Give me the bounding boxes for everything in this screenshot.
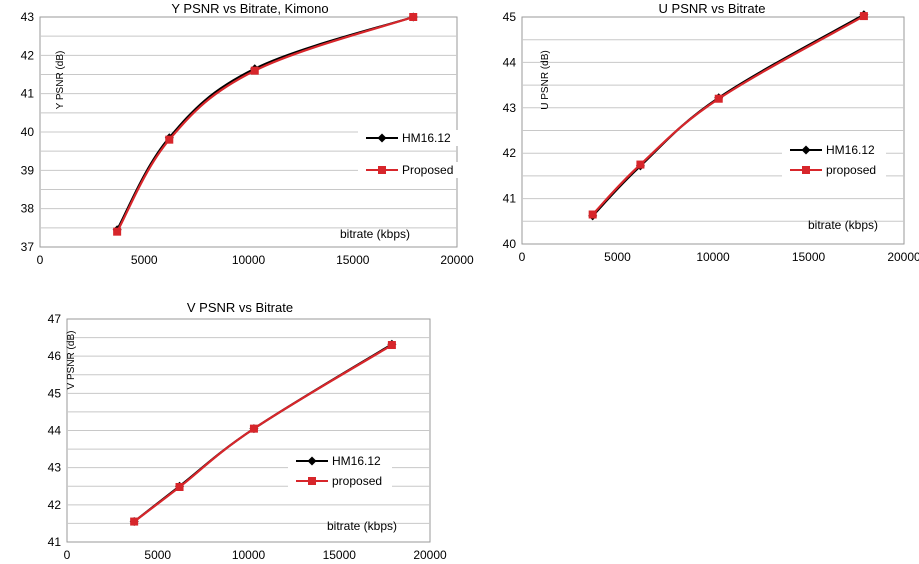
data-point-2 (409, 13, 418, 21)
x-tick-label: 20000 (887, 250, 919, 264)
data-point-2 (859, 12, 868, 21)
y-tick-label: 42 (503, 146, 517, 160)
legend-marker (378, 166, 386, 174)
series-line-1 (133, 343, 393, 523)
legend-marker (377, 133, 387, 143)
x-tick-label: 20000 (440, 253, 474, 267)
x-tick-label: 15000 (792, 250, 826, 264)
y-tick-label: 43 (48, 461, 62, 475)
x-tick-label: 5000 (131, 253, 158, 267)
series-line-1 (116, 15, 414, 231)
series-line-2 (591, 15, 865, 216)
legend-bg (358, 130, 462, 146)
data-point-2 (165, 135, 174, 144)
chart-title: V PSNR vs Bitrate (187, 300, 293, 315)
x-tick-label: 5000 (144, 548, 171, 562)
x-tick-label: 10000 (696, 250, 730, 264)
y-tick-label: 47 (48, 312, 62, 326)
legend-label: proposed (826, 163, 876, 177)
data-point-2 (588, 210, 597, 219)
chart-1: 37 38 39 40 41 42 43 0 5000 10000 15000 20000 Y PSNR… (21, 1, 474, 267)
x-tick-label: 10000 (232, 253, 266, 267)
legend-entry-2: Proposed (358, 162, 462, 178)
y-tick-label: 42 (21, 48, 35, 62)
data-point-2 (130, 517, 139, 526)
data-point-2 (249, 424, 258, 433)
data-point-2 (113, 227, 122, 236)
legend-bg (782, 142, 886, 158)
x-tick-label: 0 (64, 548, 71, 562)
x-tick-label: 0 (519, 250, 526, 264)
legend-bg (288, 453, 392, 469)
x-tick-label: 10000 (232, 548, 266, 562)
legend-label: proposed (332, 474, 382, 488)
y-tick-label: 37 (21, 240, 35, 254)
data-point-2 (387, 341, 396, 350)
legend-marker (307, 456, 317, 466)
legend-entry-2: proposed (288, 473, 392, 489)
chart-3: 41 42 43 44 45 46 47 0 5000 10000 15000 20000 V PSNR… (48, 300, 447, 562)
x-axis-label: bitrate (kbps) (327, 519, 397, 533)
data-point-2 (250, 66, 259, 75)
x-tick-label: 15000 (323, 548, 357, 562)
x-tick-label: 0 (37, 253, 44, 267)
x-axis-label: bitrate (kbps) (808, 218, 878, 232)
y-tick-label: 43 (21, 10, 35, 24)
legend-label: HM16.12 (826, 143, 875, 157)
y-tick-label: 44 (48, 424, 62, 438)
y-axis-label: Y PSNR (dB) (55, 51, 66, 110)
y-tick-label: 46 (48, 349, 62, 363)
legend-marker (802, 166, 810, 174)
chart-2: 40 41 42 43 44 45 0 5000 10000 15000 20000 U PSNR v… (503, 1, 919, 264)
legend-label: HM16.12 (402, 131, 451, 145)
y-tick-label: 44 (503, 55, 517, 69)
chart-title: Y PSNR vs Bitrate, Kimono (171, 1, 328, 16)
legend-label: HM16.12 (332, 454, 381, 468)
y-tick-label: 40 (503, 237, 517, 251)
series-line-1 (591, 13, 865, 217)
data-point-2 (714, 94, 723, 103)
chart-title: U PSNR vs Bitrate (659, 1, 766, 16)
y-tick-label: 41 (21, 87, 35, 101)
data-point-2 (636, 160, 645, 169)
y-tick-label: 43 (503, 101, 517, 115)
x-tick-label: 5000 (604, 250, 631, 264)
y-tick-label: 42 (48, 498, 62, 512)
y-tick-label: 40 (21, 125, 35, 139)
y-tick-label: 38 (21, 202, 35, 216)
series-line-2 (116, 15, 414, 233)
y-tick-label: 41 (503, 192, 517, 206)
data-point-2 (175, 482, 184, 491)
series-line-2 (133, 344, 393, 523)
x-axis-label: bitrate (kbps) (340, 227, 410, 241)
legend-entry-1: HM16.12 (288, 453, 392, 469)
legend-entry-2: proposed (782, 162, 886, 178)
legend-entry-1: HM16.12 (782, 142, 886, 158)
y-axis-label: V PSNR (dB) (66, 331, 77, 390)
legend-marker (308, 477, 316, 485)
legend-label: Proposed (402, 163, 453, 177)
y-tick-label: 45 (48, 386, 62, 400)
y-tick-label: 39 (21, 163, 35, 177)
y-axis-label: U PSNR (dB) (540, 50, 551, 109)
y-tick-label: 41 (48, 535, 62, 549)
y-tick-label: 45 (503, 10, 517, 24)
x-tick-label: 15000 (336, 253, 370, 267)
legend-marker (801, 145, 811, 155)
legend-entry-1: HM16.12 (358, 130, 462, 146)
x-tick-label: 20000 (413, 548, 447, 562)
